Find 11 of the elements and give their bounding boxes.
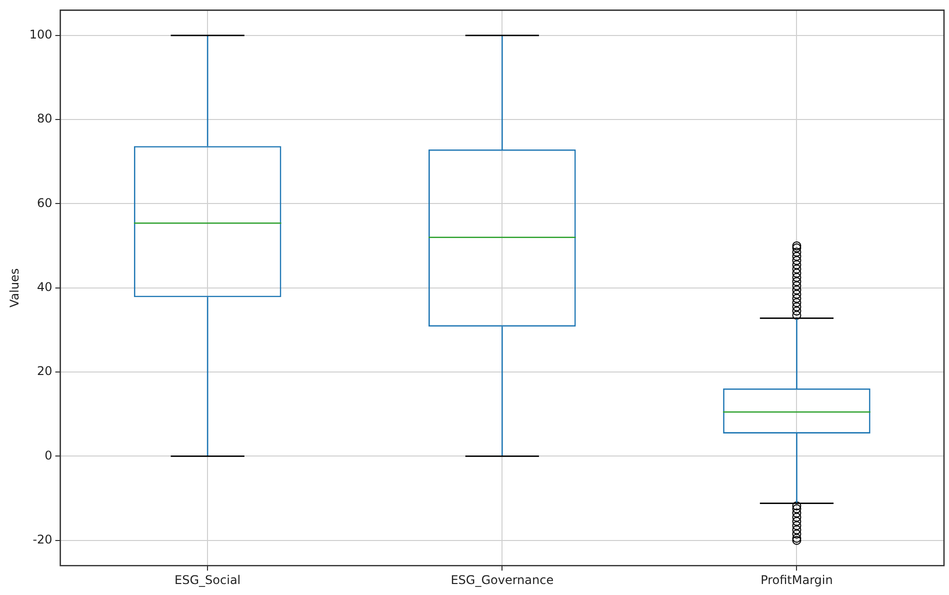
y-tick-label: 20 bbox=[37, 364, 52, 378]
y-tick-label: 40 bbox=[37, 280, 52, 294]
x-tick-label: ESG_Governance bbox=[450, 572, 554, 587]
y-tick-label: -20 bbox=[32, 532, 52, 546]
y-tick-label: 0 bbox=[44, 448, 52, 462]
y-tick-label: 60 bbox=[37, 196, 52, 210]
x-tick-label: ESG_Social bbox=[174, 572, 241, 587]
x-tick-label: ProfitMargin bbox=[760, 572, 833, 587]
y-tick-label: 100 bbox=[29, 28, 52, 42]
y-tick-label: 80 bbox=[37, 112, 52, 126]
y-axis-title: Values bbox=[7, 268, 22, 308]
